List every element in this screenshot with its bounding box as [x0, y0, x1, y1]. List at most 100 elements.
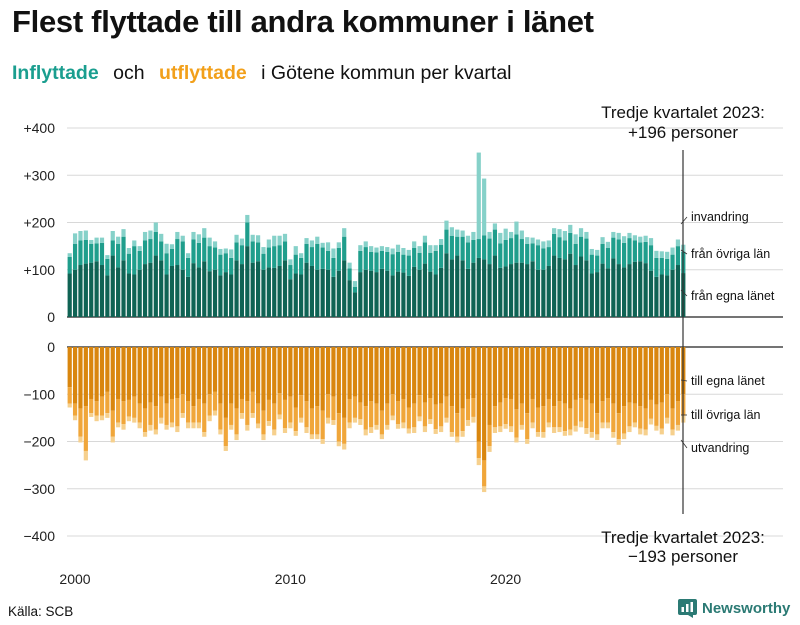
outflow-bar-segment [428, 398, 433, 420]
outflow-bar-segment [234, 347, 239, 409]
outflow-bar-segment [541, 432, 546, 438]
inflow-bar-segment [234, 260, 239, 317]
outflow-bar-segment [535, 432, 541, 437]
outflow-bar-segment [169, 398, 175, 423]
outflow-bar-segment [358, 402, 363, 420]
outflow-bar-segment [659, 402, 664, 429]
inflow-bar-segment [648, 245, 654, 271]
outflow-bar-segment [126, 347, 131, 400]
inflow-bar-segment [121, 260, 126, 317]
bottom-y-tick-label: −200 [23, 434, 55, 450]
inflow-bar-segment [449, 259, 454, 317]
outflow-bar-segment [616, 347, 621, 414]
inflow-bar-segment [331, 257, 336, 277]
inflow-bar-segment [530, 243, 535, 262]
inflow-bar-segment [299, 274, 304, 317]
outflow-bar-segment [578, 347, 584, 399]
outflow-bar-segment [460, 431, 465, 437]
outflow-bar-segment [508, 426, 514, 433]
inflow-bar-segment [250, 241, 255, 263]
outflow-bar-segment [654, 404, 659, 426]
outflow-bar-segment [632, 403, 637, 423]
inflow-bar-segment [116, 243, 121, 268]
inflow-bar-segment [148, 262, 153, 317]
inflow-bar-segment [105, 275, 110, 317]
outflow-bar-segment [498, 347, 503, 403]
inflow-bar-segment [207, 237, 212, 247]
inflow-bar-segment [347, 280, 352, 317]
outflow-bar-segment [665, 347, 670, 395]
outflow-bar-segment [433, 429, 438, 434]
inflow-bar-segment [643, 263, 648, 317]
outflow-bar-segment [132, 347, 137, 397]
outflow-bar-segment [105, 391, 110, 414]
inflow-bar-segment [164, 243, 169, 254]
outflow-bar-segment [643, 429, 648, 436]
inflow-bar-segment [385, 247, 390, 252]
inflow-bar-segment [611, 237, 616, 259]
outflow-bar-segment [180, 394, 185, 414]
inflow-bar-segment [342, 236, 347, 261]
inflow-bar-segment [325, 242, 331, 251]
outflow-bar-segment [99, 415, 105, 421]
outflow-bar-segment [455, 413, 460, 437]
inflow-bar-segment [336, 270, 341, 317]
inflow-bar-segment [600, 263, 605, 317]
inflow-bar-segment [223, 248, 228, 254]
inflow-bar-segment [449, 227, 454, 236]
outflow-bar-segment [675, 347, 681, 402]
outflow-bar-segment [304, 427, 309, 433]
outflow-bar-segment [487, 347, 492, 425]
inflow-bar-segment [266, 247, 271, 268]
outflow-bar-segment [325, 394, 331, 418]
outflow-bar-segment [675, 401, 681, 425]
inflow-bar-segment [525, 264, 530, 317]
inflow-bar-segment [584, 238, 589, 261]
outflow-bar-segment [401, 347, 406, 399]
inflow-bar-segment [159, 241, 164, 261]
inflow-bar-segment [288, 259, 293, 266]
inflow-bar-segment [600, 237, 605, 244]
inflow-bar-segment [417, 252, 422, 270]
inflow-bar-segment [519, 239, 524, 263]
inflow-bar-segment [638, 242, 643, 262]
inflow-bar-segment [116, 236, 121, 244]
inflow-bar-segment [67, 273, 72, 317]
inflow-bar-segment [153, 231, 158, 256]
inflow-bar-segment [568, 232, 573, 254]
inflow-bar-segment [487, 264, 492, 317]
outflow-bar-segment [202, 403, 207, 433]
outflow-bar-segment [444, 347, 449, 397]
outflow-bar-segment [72, 347, 78, 404]
inflow-bar-segment [309, 247, 315, 266]
inflow-bar-segment [325, 269, 331, 317]
inflow-bar-segment [449, 235, 454, 260]
inflow-bar-segment [605, 241, 611, 249]
inflow-bar-segment [374, 272, 379, 317]
inflow-bar-segment [412, 266, 417, 317]
outflow-bar-segment [191, 422, 196, 429]
inflow-bar-segment [589, 254, 594, 274]
inflow-bar-segment [638, 261, 643, 317]
outflow-bar-segment [148, 347, 153, 403]
outflow-bar-segment [374, 347, 379, 404]
inflow-bar-segment [369, 270, 374, 317]
outflow-bar-segment [99, 347, 105, 397]
outflow-bar-segment [78, 436, 83, 443]
outflow-bar-segment [266, 347, 271, 400]
outflow-bar-segment [239, 398, 245, 414]
outflow-bar-segment [320, 347, 325, 411]
inflow-bar-segment [175, 231, 180, 240]
outflow-bar-segment [638, 428, 643, 435]
inflow-bar-segment [282, 260, 288, 317]
page-title: Flest flyttade till andra kommuner i län… [12, 4, 594, 39]
inflow-bar-segment [186, 253, 191, 258]
outflow-bar-segment [611, 432, 616, 438]
outflow-bar-segment [675, 424, 681, 431]
inflow-bar-segment [455, 255, 460, 317]
outflow-bar-segment [320, 410, 325, 440]
outflow-bar-segment [288, 422, 293, 429]
inflow-bar-segment [390, 248, 395, 255]
inflow-bar-segment [573, 243, 578, 266]
inflow-bar-segment [126, 253, 131, 274]
